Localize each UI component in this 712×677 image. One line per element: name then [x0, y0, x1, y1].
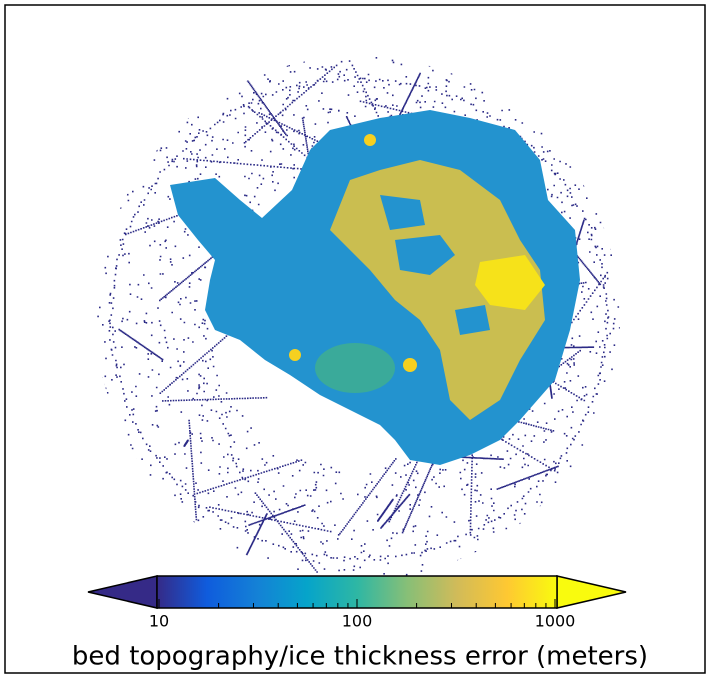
yellow-patch [403, 358, 417, 372]
blue-patch [380, 195, 425, 230]
yellow-patch [289, 349, 301, 361]
colorbar: 10 100 1000 [87, 575, 627, 631]
east-antarctica-high-error [330, 160, 545, 420]
tick-label: 10 [149, 612, 169, 631]
yellow-patch [364, 134, 376, 146]
blue-patch [395, 235, 455, 275]
yellow-patch [475, 255, 545, 310]
antarctica-map [97, 57, 620, 580]
ross-ice-shelf [315, 343, 395, 393]
tick-label: 100 [342, 612, 373, 631]
colorbar-label: bed topography/ice thickness error (mete… [72, 642, 648, 672]
tick-label: 1000 [535, 612, 576, 631]
blue-patch [455, 305, 490, 335]
